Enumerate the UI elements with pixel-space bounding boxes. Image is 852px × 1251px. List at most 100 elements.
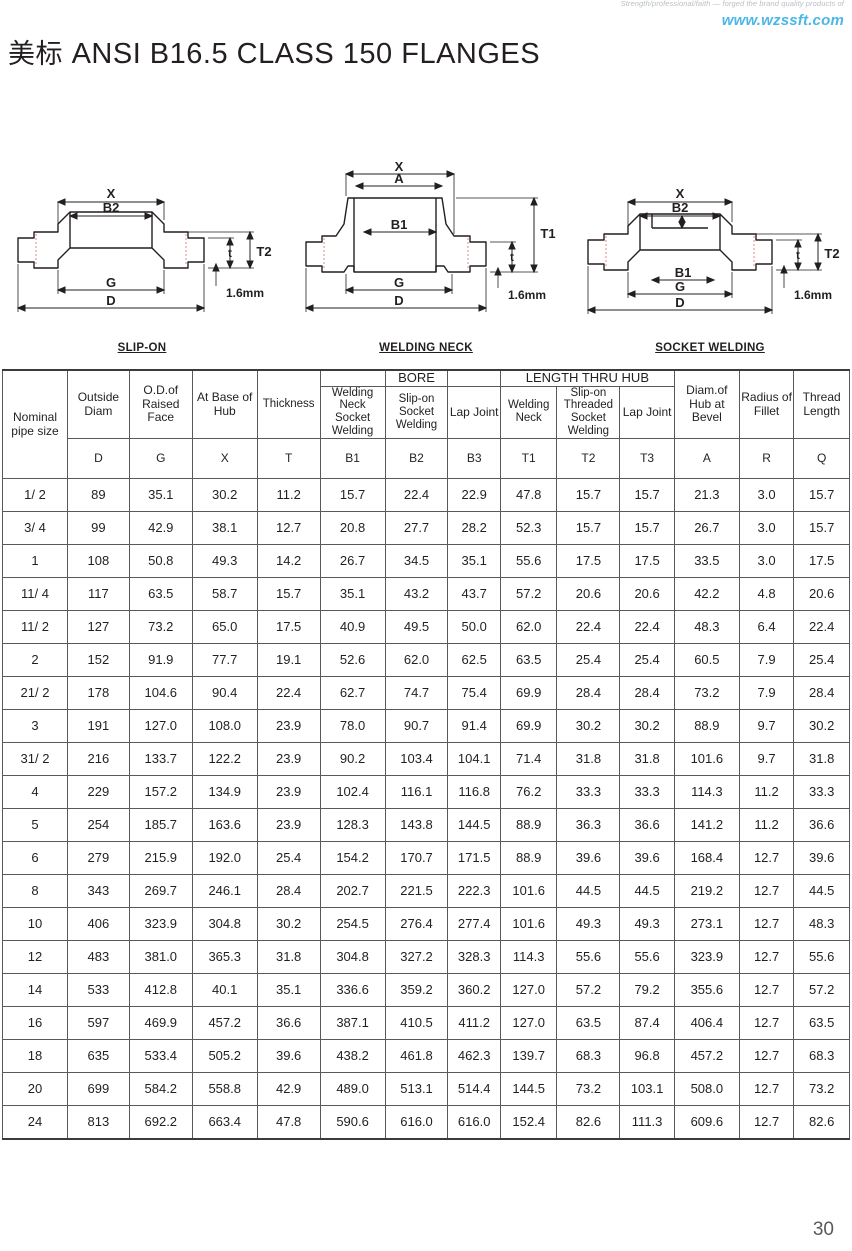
cell-value: 35.1 (256, 973, 321, 1008)
cell-value: 74.7 (384, 676, 449, 711)
cell-value: 49.5 (384, 610, 449, 645)
table-row: 14 533 412.8 40.1 35.1 336.6 359.2 360.2 127.0 57… (2, 973, 850, 1008)
label-d: D (394, 293, 403, 308)
cell-value: 3.0 (738, 478, 795, 513)
cell-value: 616.0 (447, 1105, 501, 1140)
cell-value: 168.4 (673, 841, 740, 876)
cell-nominal-pipe-size: 16 (2, 1006, 68, 1041)
cell-value: 63.5 (128, 577, 193, 612)
col-header-hub-welding-neck: Welding Neck (499, 385, 558, 440)
cell-value: 15.7 (619, 511, 675, 546)
cell-value: 457.2 (673, 1039, 740, 1074)
cell-value: 57.2 (793, 973, 850, 1008)
cell-value: 30.2 (256, 907, 321, 942)
flange-dimension-table: Nominal pipe size Outside Diam O.D.of Ra… (2, 368, 850, 1140)
symbol-b3: B3 (447, 438, 501, 480)
cell-value: 254 (66, 808, 130, 843)
cell-value: 47.8 (256, 1105, 321, 1140)
cell-value: 219.2 (673, 874, 740, 909)
cell-value: 33.3 (619, 775, 675, 810)
col-header-hub-slip-on-threaded-socket-welding: Slip-on Threaded Socket Welding (556, 385, 621, 440)
cell-value: 23.9 (256, 775, 321, 810)
table-row: 1 108 50.8 49.3 14.2 26.7 34.5 35.1 55.6 17.5 17.5… (2, 544, 850, 579)
cell-value: 663.4 (191, 1105, 258, 1140)
cell-value: 34.5 (384, 544, 449, 579)
cell-value: 461.8 (384, 1039, 449, 1074)
cell-value: 178 (66, 676, 130, 711)
cell-value: 323.9 (128, 907, 193, 942)
cell-value: 381.0 (128, 940, 193, 975)
col-header-at-base-of-hub: At Base of Hub (191, 369, 258, 440)
cell-value: 48.3 (793, 907, 850, 942)
cell-value: 38.1 (191, 511, 258, 546)
label-d: D (106, 293, 115, 308)
cell-value: 17.5 (793, 544, 850, 579)
cell-value: 111.3 (619, 1105, 675, 1140)
cell-value: 12.7 (256, 511, 321, 546)
cell-value: 12.7 (738, 841, 795, 876)
cell-value: 73.2 (128, 610, 193, 645)
cell-value: 23.9 (256, 742, 321, 777)
diagram-caption-socket-welding: SOCKET WELDING (655, 342, 765, 354)
cell-value: 462.3 (447, 1039, 501, 1074)
cell-value: 58.7 (191, 577, 258, 612)
cell-value: 163.6 (191, 808, 258, 843)
table-row: 6 279 215.9 192.0 25.4 154.2 170.7 171.5 88.9 39.… (2, 841, 850, 876)
label-b1: B1 (391, 217, 408, 232)
group-header-length-thru-hub: LENGTH THRU HUB (499, 368, 675, 387)
cell-nominal-pipe-size: 2 (2, 643, 68, 678)
col-header-thickness: Thickness (256, 369, 321, 440)
cell-value: 22.4 (556, 610, 621, 645)
cell-value: 3.0 (738, 511, 795, 546)
cell-value: 60.5 (673, 643, 740, 678)
cell-value: 102.4 (319, 775, 386, 810)
cell-value: 69.9 (499, 676, 558, 711)
label-face-thickness: 1.6mm (794, 288, 832, 302)
col-header-radius-of-fillet: Radius of Fillet (738, 369, 795, 440)
table-row: 12 483 381.0 365.3 31.8 304.8 327.2 328.3 114.3 5… (2, 940, 850, 975)
cell-value: 127 (66, 610, 130, 645)
cell-value: 103.4 (384, 742, 449, 777)
cell-value: 40.1 (191, 973, 258, 1008)
cell-value: 36.6 (793, 808, 850, 843)
cell-value: 35.1 (128, 478, 193, 513)
cell-value: 514.4 (447, 1072, 501, 1107)
col-header-nominal-pipe-size: Nominal pipe size (2, 369, 68, 480)
cell-value: 508.0 (673, 1072, 740, 1107)
cell-value: 33.3 (556, 775, 621, 810)
cell-value: 52.3 (499, 511, 558, 546)
cell-value: 68.3 (793, 1039, 850, 1074)
cell-value: 43.7 (447, 577, 501, 612)
cell-value: 269.7 (128, 874, 193, 909)
cell-value: 88.9 (499, 808, 558, 843)
label-x: X (395, 160, 404, 174)
cell-value: 87.4 (619, 1006, 675, 1041)
cell-value: 22.4 (619, 610, 675, 645)
col-header-od-raised-face: O.D.of Raised Face (128, 369, 193, 440)
cell-value: 30.2 (191, 478, 258, 513)
label-t2: T2 (824, 246, 839, 261)
cell-value: 114.3 (673, 775, 740, 810)
cell-value: 77.7 (191, 643, 258, 678)
diagram-caption-welding-neck: WELDING NECK (379, 342, 473, 354)
col-header-bore-welding-neck-socket-welding: Welding Neck Socket Welding (319, 385, 386, 440)
cell-value: 141.2 (673, 808, 740, 843)
col-header-diam-hub-at-bevel: Diam.of Hub at Bevel (673, 369, 740, 440)
cell-value: 20.6 (556, 577, 621, 612)
cell-value: 48.3 (673, 610, 740, 645)
cell-value: 20.6 (793, 577, 850, 612)
symbol-a: A (673, 438, 740, 480)
cell-value: 25.4 (619, 643, 675, 678)
cell-nominal-pipe-size: 3/ 4 (2, 511, 68, 546)
cell-value: 71.4 (499, 742, 558, 777)
cell-value: 590.6 (319, 1105, 386, 1140)
cell-value: 15.7 (619, 478, 675, 513)
cell-value: 63.5 (499, 643, 558, 678)
cell-value: 411.2 (447, 1006, 501, 1041)
symbol-b1: B1 (319, 438, 386, 480)
cell-value: 616.0 (384, 1105, 449, 1140)
cell-value: 44.5 (556, 874, 621, 909)
cell-value: 489.0 (319, 1072, 386, 1107)
col-header-bore-lap-joint: Lap Joint (447, 385, 501, 440)
cell-value: 30.2 (793, 709, 850, 744)
